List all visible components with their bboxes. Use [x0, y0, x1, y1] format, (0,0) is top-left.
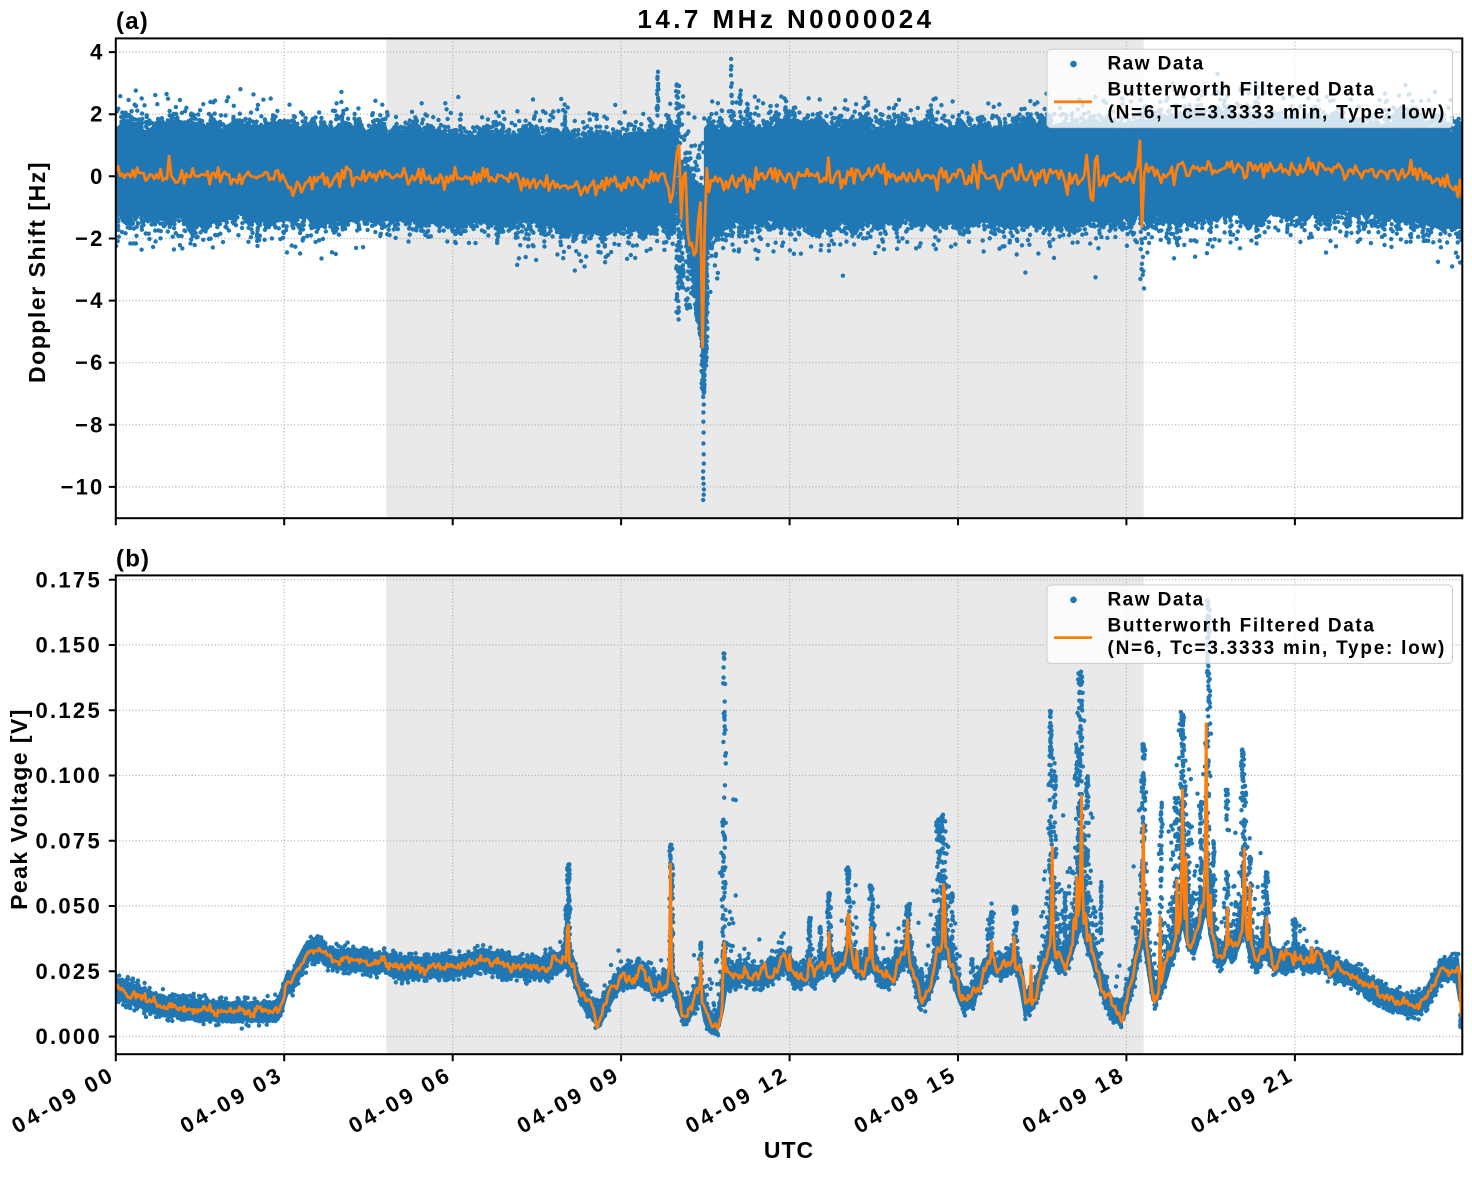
svg-text:4: 4 [90, 40, 104, 65]
svg-text:Doppler Shift [Hz]: Doppler Shift [Hz] [24, 161, 50, 383]
svg-text:14.7 MHz N0000024: 14.7 MHz N0000024 [637, 4, 934, 34]
svg-text:−10: −10 [61, 474, 105, 499]
svg-text:0.000: 0.000 [35, 1024, 102, 1049]
svg-text:Raw Data: Raw Data [1108, 589, 1205, 610]
svg-text:0.125: 0.125 [35, 698, 102, 723]
svg-text:−6: −6 [75, 350, 104, 375]
svg-text:Peak Voltage [V]: Peak Voltage [V] [6, 708, 32, 910]
svg-text:−8: −8 [75, 412, 104, 437]
svg-text:0.050: 0.050 [35, 894, 102, 919]
svg-text:Butterworth Filtered Data: Butterworth Filtered Data [1108, 80, 1376, 101]
svg-text:−2: −2 [75, 226, 104, 251]
svg-text:0.025: 0.025 [35, 959, 102, 984]
svg-text:(a): (a) [116, 8, 149, 35]
svg-text:(N=6, Tc=3.3333 min, Type: low: (N=6, Tc=3.3333 min, Type: low) [1108, 102, 1447, 123]
svg-text:(b): (b) [116, 546, 150, 573]
svg-text:0: 0 [90, 164, 104, 189]
svg-text:Raw Data: Raw Data [1108, 54, 1205, 75]
svg-text:−4: −4 [75, 288, 104, 313]
svg-text:Butterworth Filtered Data: Butterworth Filtered Data [1108, 615, 1376, 636]
svg-text:0.100: 0.100 [35, 763, 102, 788]
svg-text:(N=6, Tc=3.3333 min, Type: low: (N=6, Tc=3.3333 min, Type: low) [1108, 638, 1447, 659]
svg-text:UTC: UTC [764, 1137, 814, 1163]
svg-text:0.075: 0.075 [35, 828, 102, 853]
svg-text:0.150: 0.150 [35, 633, 102, 658]
svg-text:0.175: 0.175 [35, 567, 102, 592]
svg-text:2: 2 [90, 102, 104, 127]
